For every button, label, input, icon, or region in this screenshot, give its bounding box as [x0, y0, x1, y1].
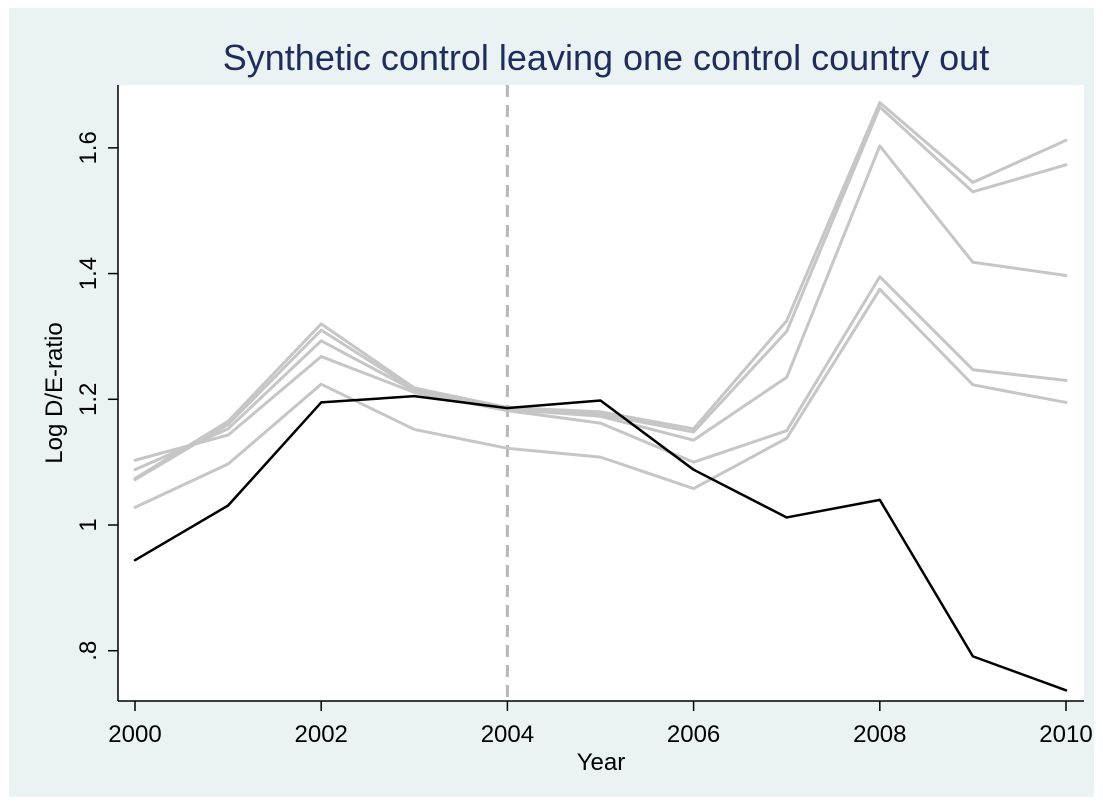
chart-title: Synthetic control leaving one control co… [223, 37, 989, 78]
control-series-line [133, 287, 1068, 509]
x-tick-label: 2010 [1039, 721, 1092, 748]
control-series-line [133, 101, 1068, 480]
x-axis-title: Year [577, 749, 626, 776]
control-series-line [133, 275, 1068, 464]
plot-area [118, 85, 1084, 701]
y-ticks: .8 1 1.2 1.4 1.6 [75, 131, 118, 661]
treated-series-line [133, 394, 1068, 692]
x-tick-label: 2006 [667, 721, 720, 748]
y-tick-label: 1.6 [75, 131, 102, 164]
control-series-line [133, 144, 1068, 472]
x-ticks: 2000 2002 2004 2006 2008 2010 [108, 701, 1093, 748]
y-tick-label: .8 [75, 641, 102, 661]
y-tick-label: 1.4 [75, 257, 102, 290]
x-tick-label: 2002 [295, 721, 348, 748]
control-series-line [133, 105, 1068, 482]
series-group [133, 101, 1068, 692]
y-tick-label: 1 [75, 518, 102, 531]
x-tick-label: 2000 [108, 721, 161, 748]
y-axis-title: Log D/E-ratio [41, 322, 68, 463]
x-tick-label: 2008 [853, 721, 906, 748]
x-tick-label: 2004 [481, 721, 534, 748]
axes [117, 85, 1084, 702]
gridlines [118, 147, 1084, 652]
y-tick-label: 1.2 [75, 383, 102, 416]
